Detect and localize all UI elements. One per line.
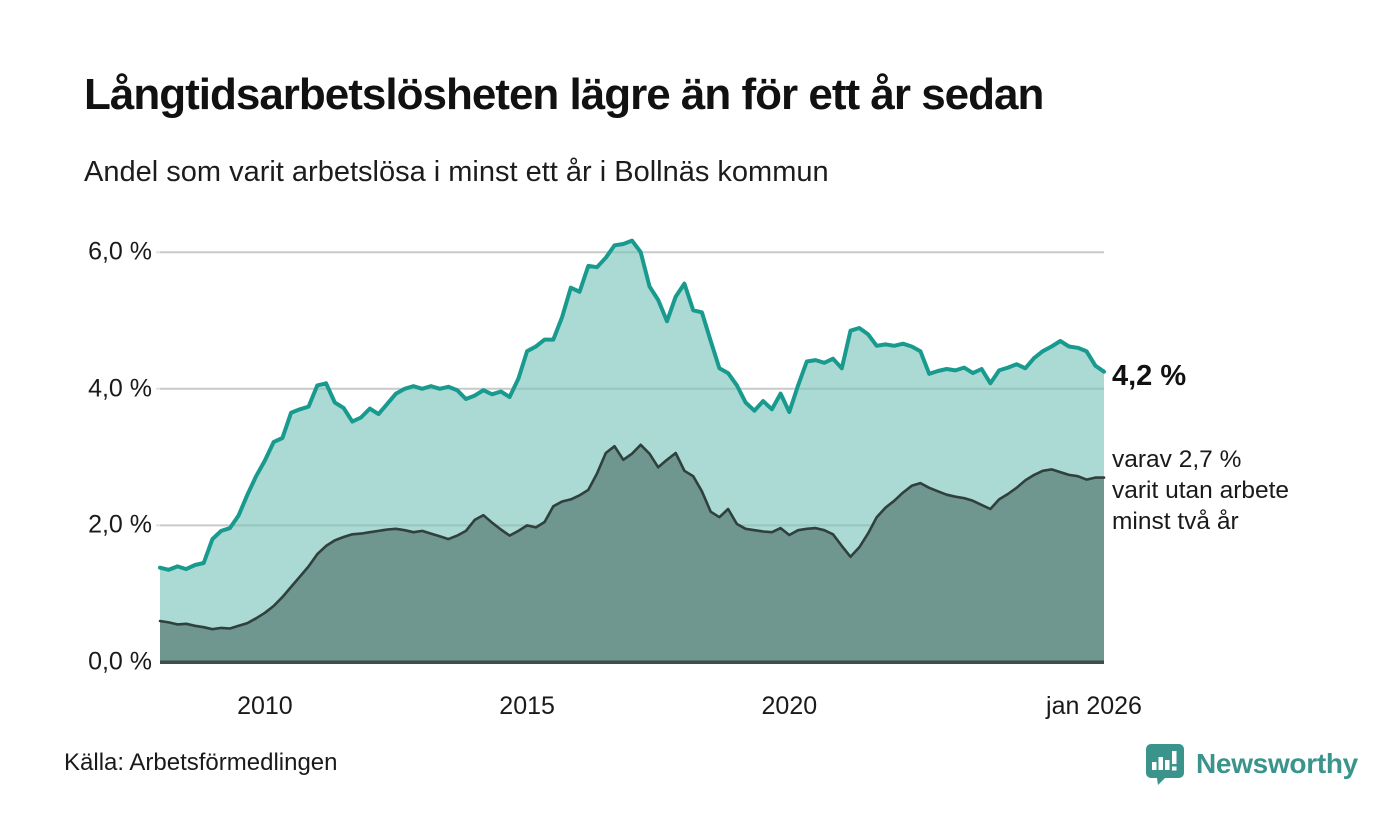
secondary-annotation: varav 2,7 % varit utan arbete minst två … [1112,444,1289,537]
y-axis-tick-label: 4,0 % [88,374,152,403]
x-axis-line [160,660,1104,664]
page-subtitle: Andel som varit arbetslösa i minst ett å… [84,156,829,188]
y-axis-tick-label: 6,0 % [88,237,152,266]
source-note: Källa: Arbetsförmedlingen [64,749,338,776]
x-axis-tick-label: 2015 [499,692,555,720]
secondary-annotation-line: varit utan arbete [1112,477,1290,504]
secondary-annotation-line: varav 2,7 % [1112,446,1242,473]
page-title: Långtidsarbetslösheten lägre än för ett … [84,70,1044,119]
y-axis-tick-label: 2,0 % [88,510,152,539]
area-share_unemployed_min_two_years [160,444,1104,662]
latest-value-label: 4,2 % [1112,360,1187,392]
newsworthy-bubble-chart-icon [1146,744,1184,785]
y-axis-tick-label: 0,0 % [88,647,152,676]
x-axis-tick-label: 2010 [237,692,293,720]
line-share_unemployed_min_one_year [158,238,1106,572]
x-axis-tick-label: jan 2026 [1046,692,1142,720]
secondary-annotation-line: minst två år [1112,508,1239,535]
line-share_unemployed_min_two_years [158,443,1106,631]
x-axis-tick-label: 2020 [761,692,818,720]
brand-name: Newsworthy [1196,748,1358,779]
newsworthy-logo: Newsworthy [1144,742,1358,786]
